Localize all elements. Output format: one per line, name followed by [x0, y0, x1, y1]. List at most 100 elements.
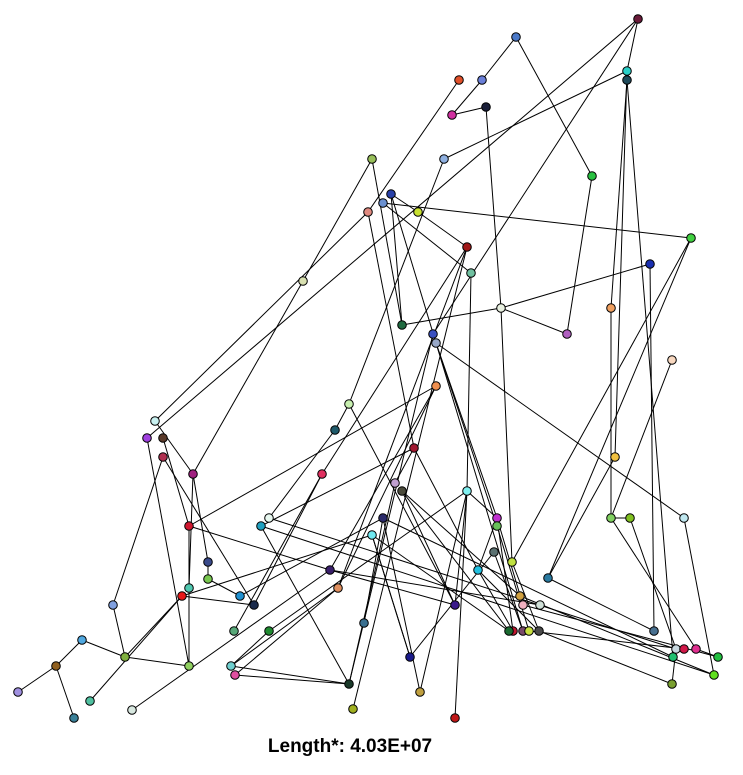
graph-node — [466, 268, 476, 278]
graph-node — [359, 618, 369, 628]
graph-edge — [390, 193, 419, 213]
graph-edge — [466, 272, 472, 492]
graph-node — [363, 207, 373, 217]
graph-node — [649, 626, 659, 636]
graph-node — [428, 329, 438, 339]
graph-node — [298, 276, 308, 286]
graph-node — [386, 189, 396, 199]
graph-node — [409, 443, 419, 453]
graph-node — [645, 259, 655, 269]
graph-node — [489, 547, 499, 557]
graph-edge — [234, 587, 339, 676]
graph-edge — [390, 193, 403, 326]
graph-edge — [154, 420, 194, 475]
graph-edge — [162, 437, 190, 527]
graph-node — [158, 433, 168, 443]
graph-node — [679, 644, 689, 654]
graph-edge — [528, 630, 685, 650]
graph-edge — [348, 403, 456, 606]
graph-edge — [547, 456, 616, 579]
graph-edge — [500, 307, 568, 335]
graph-edge — [260, 525, 350, 685]
graph-edge — [477, 569, 514, 632]
graph-edge — [493, 551, 524, 632]
graph-node — [622, 66, 632, 76]
graph-node — [667, 679, 677, 689]
graph-edge — [207, 578, 241, 597]
graph-edge — [485, 106, 502, 309]
graph-edge — [234, 674, 350, 685]
graph-node — [158, 452, 168, 462]
graph-edge — [519, 595, 715, 676]
graph-node — [344, 679, 354, 689]
graph-edge — [146, 437, 190, 667]
graph-node — [413, 207, 423, 217]
graph-edge — [500, 307, 513, 563]
graph-edge — [188, 473, 194, 589]
graph-node — [454, 75, 464, 85]
graph-node — [691, 644, 701, 654]
graph-edge — [435, 342, 498, 527]
graph-edge — [394, 447, 415, 484]
graph-edge — [547, 237, 692, 579]
graph-edge — [451, 106, 487, 116]
graph-canvas — [13, 14, 723, 723]
graph-node — [534, 626, 544, 636]
graph-node — [378, 198, 388, 208]
graph-edge — [81, 639, 126, 658]
graph-edges — [17, 18, 719, 719]
graph-node — [515, 591, 525, 601]
graph-edge — [55, 639, 83, 667]
graph-node — [686, 233, 696, 243]
graph-edge — [181, 595, 255, 606]
graph-node — [397, 486, 407, 496]
graph-node — [492, 513, 502, 523]
graph-node — [415, 687, 425, 697]
graph-edge — [443, 70, 628, 160]
graph-node — [450, 600, 460, 610]
graph-edge — [352, 246, 468, 710]
graph-node — [69, 713, 79, 723]
graph-node — [668, 652, 678, 662]
graph-edge — [432, 18, 639, 335]
graph-node — [344, 399, 354, 409]
graph-edge — [89, 595, 183, 702]
graph-node — [462, 242, 472, 252]
graph-node — [713, 652, 723, 662]
graph-node — [587, 171, 597, 181]
graph-node — [184, 661, 194, 671]
graph-node — [333, 583, 343, 593]
graph-node — [317, 469, 327, 479]
graph-edge — [371, 534, 411, 658]
graph-node — [235, 591, 245, 601]
graph-edge — [363, 517, 384, 624]
graph-node — [679, 513, 689, 523]
graph-edge — [481, 36, 517, 81]
graph-edge — [511, 561, 540, 632]
graph-edge — [146, 18, 639, 439]
graph-edge — [413, 447, 479, 571]
graph-edge — [451, 79, 483, 116]
graph-node — [535, 600, 545, 610]
graph-edge — [112, 604, 126, 658]
graph-edge — [610, 359, 673, 519]
graph-edge — [192, 280, 304, 475]
graph-node — [447, 110, 457, 120]
graph-edge — [382, 517, 421, 693]
graph-node — [13, 687, 23, 697]
graph-node — [667, 355, 677, 365]
graph-node — [431, 381, 441, 391]
graph-node — [511, 32, 521, 42]
graph-node — [671, 644, 681, 654]
graph-edge — [382, 202, 692, 239]
graph-edge — [329, 569, 541, 606]
graph-node — [622, 75, 632, 85]
graph-node — [188, 469, 198, 479]
graph-edge — [610, 79, 628, 309]
graph-node — [507, 557, 517, 567]
graph-node — [264, 626, 274, 636]
graph-node — [606, 303, 616, 313]
graph-edge — [188, 385, 437, 527]
graph-node — [562, 329, 572, 339]
graph-edge — [454, 490, 468, 606]
